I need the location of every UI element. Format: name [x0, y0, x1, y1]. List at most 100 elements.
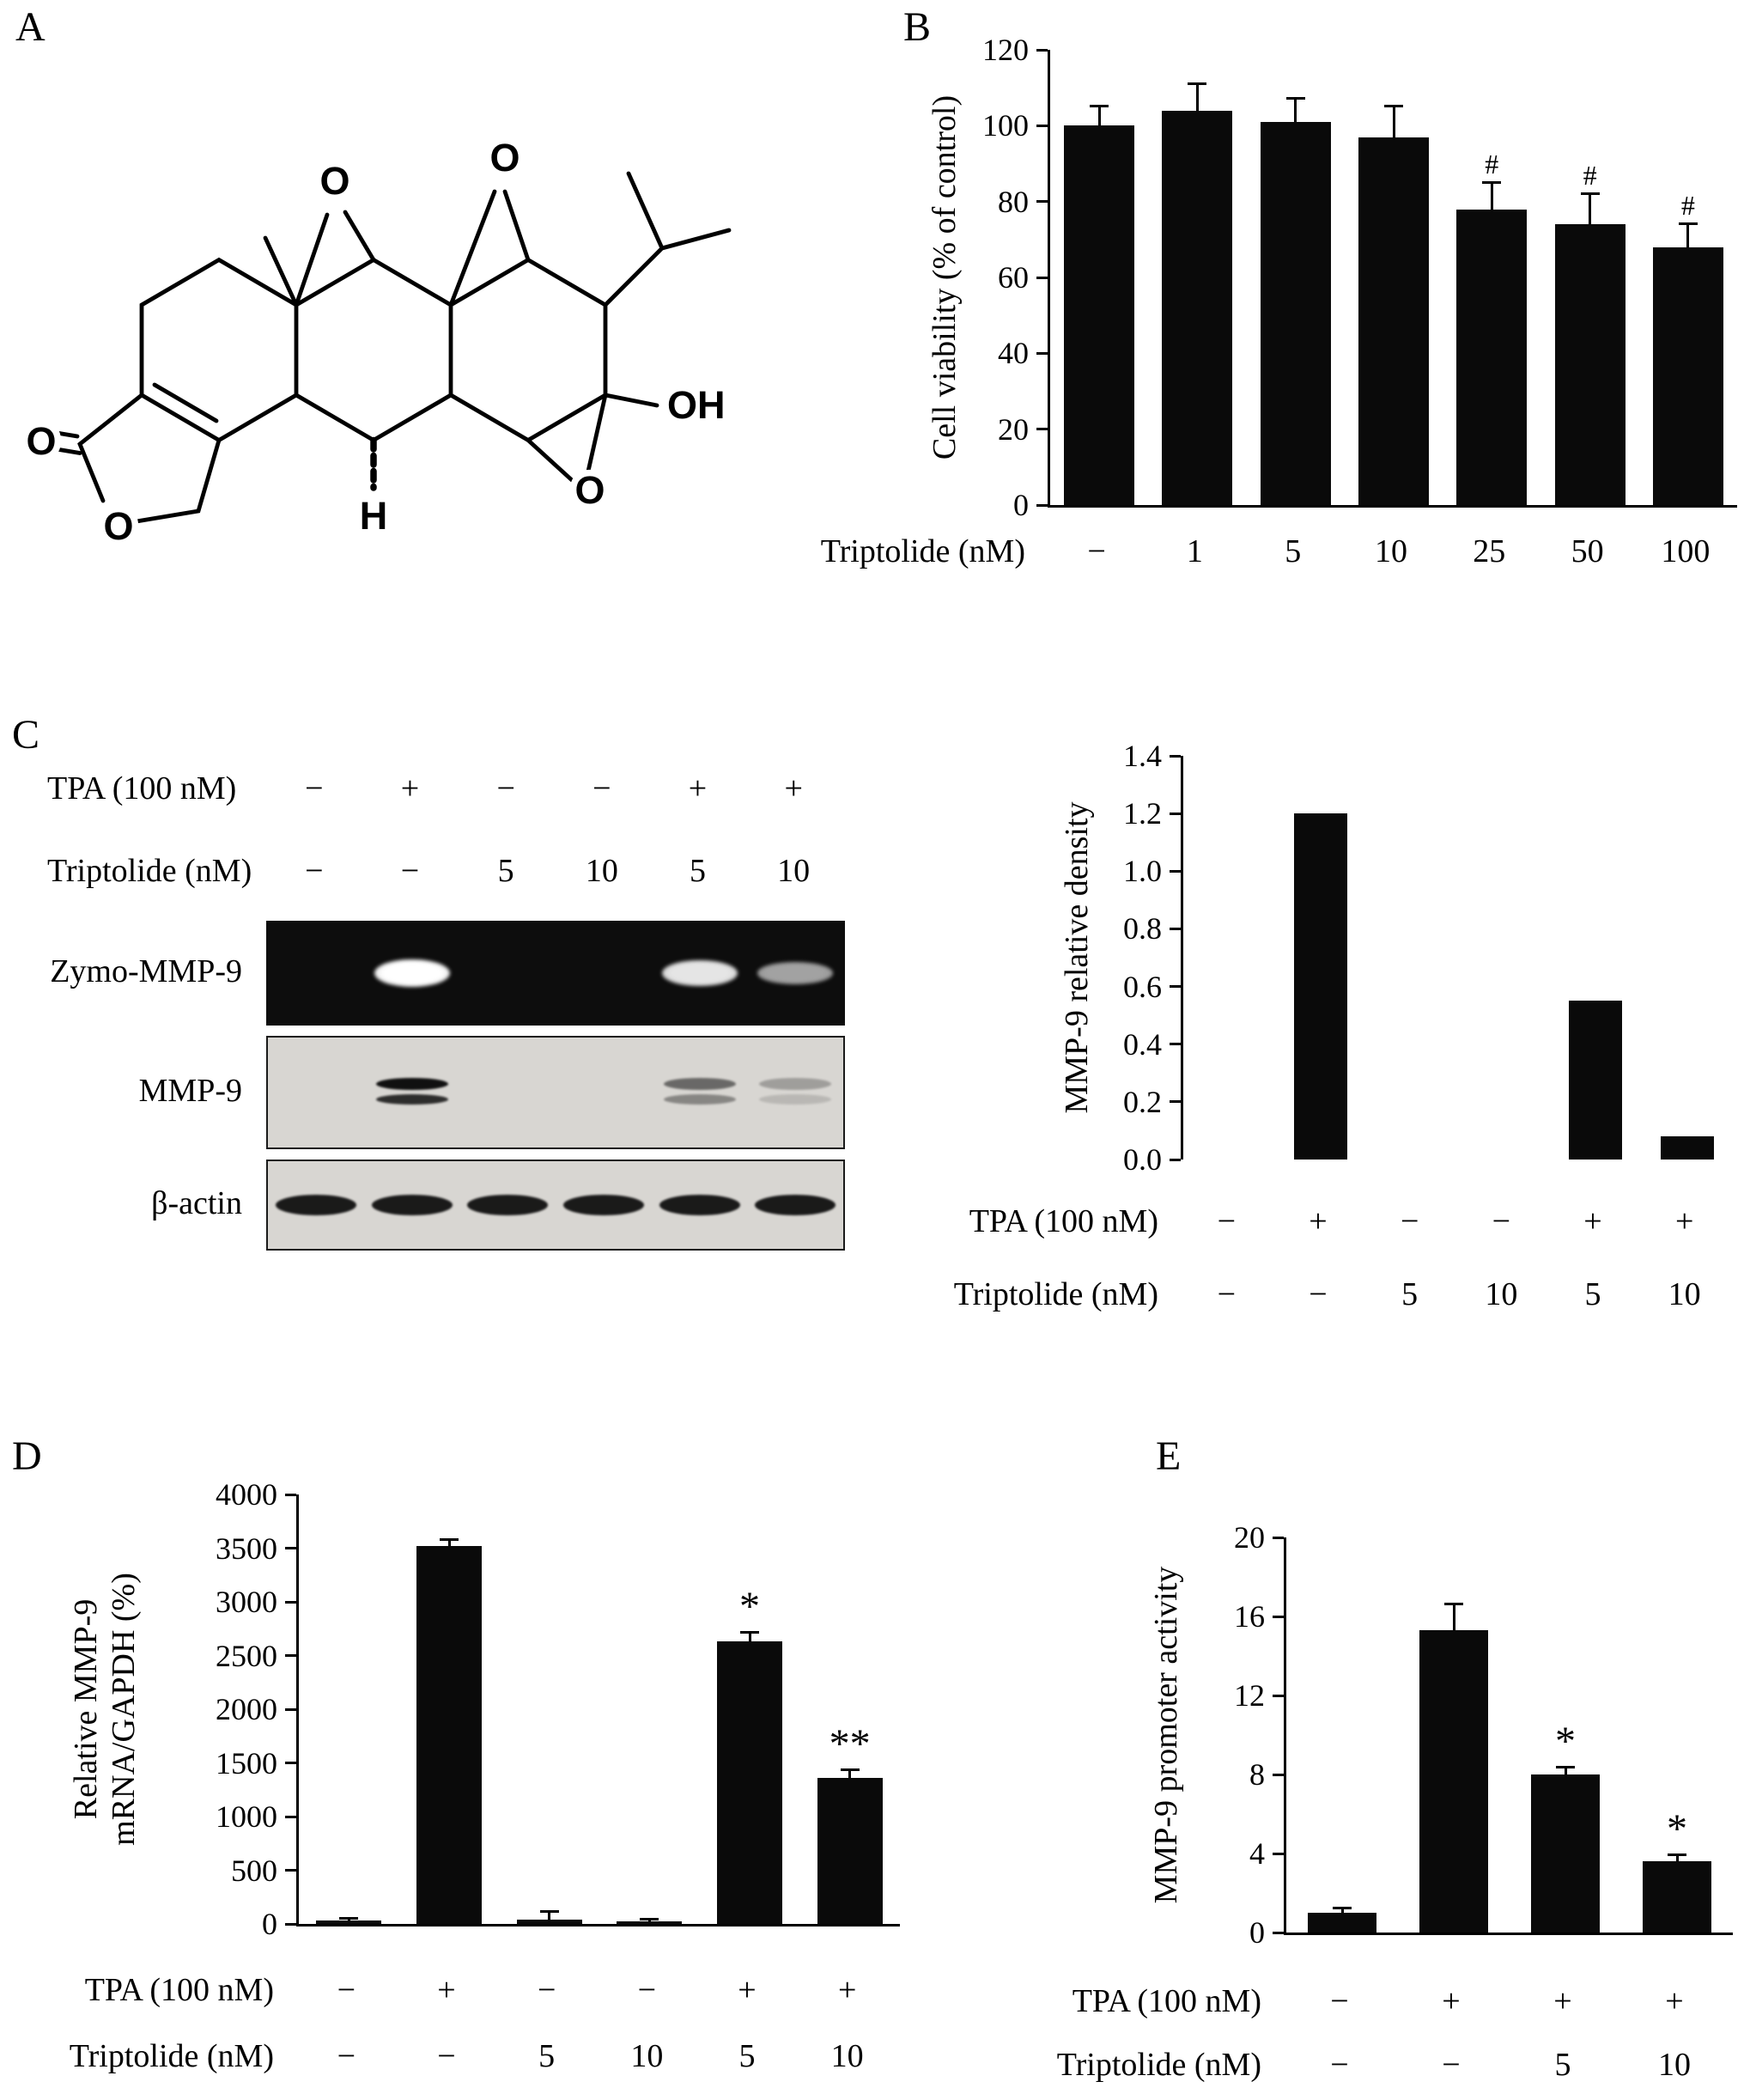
atom-label: O — [319, 159, 349, 203]
y-tick-label: 0 — [1249, 1915, 1265, 1950]
x-row-value: − — [1330, 2047, 1349, 2083]
y-tick-label: 3000 — [216, 1585, 277, 1619]
mmp9-band-lower — [375, 1094, 448, 1105]
y-tick-label: 20 — [1234, 1520, 1265, 1555]
x-row-value: − — [1492, 1203, 1511, 1239]
bar — [316, 1920, 382, 1924]
blot-label: β-actin — [151, 1185, 242, 1221]
y-tick-mark — [1273, 1694, 1284, 1697]
y-tick-label: 80 — [998, 184, 1029, 219]
bar — [717, 1641, 782, 1924]
x-row-value: − — [1442, 2047, 1461, 2083]
error-bar — [748, 1633, 751, 1642]
blot-header-value: − — [305, 853, 324, 889]
error-bar-cap — [1556, 1765, 1575, 1768]
zymo-band — [757, 962, 834, 984]
error-bar-cap — [1482, 180, 1502, 184]
blot-image-double — [266, 1036, 845, 1149]
y-tick-mark — [1036, 428, 1048, 431]
x-row-value: 10 — [1668, 1276, 1701, 1312]
y-tick-label: 500 — [231, 1853, 277, 1888]
error-bar — [1675, 1855, 1679, 1862]
y-axis-label: MMP-9 promoter activity — [1147, 1537, 1185, 1933]
x-row-value: + — [437, 1972, 456, 2008]
y-tick-mark — [1036, 200, 1048, 204]
blot-header-value: + — [784, 770, 803, 807]
atom-label: O — [103, 504, 133, 548]
actin-band — [659, 1195, 740, 1215]
bar — [1162, 110, 1233, 505]
bar — [1554, 224, 1626, 505]
x-row-value: + — [1309, 1203, 1328, 1239]
zymo-band — [661, 959, 738, 987]
y-axis-label-line: Relative MMP-9 — [68, 1598, 104, 1820]
y-axis-label-line: MMP-9 promoter activity — [1148, 1566, 1184, 1904]
significance-marker: # — [1485, 148, 1499, 180]
x-row-value: 5 — [1584, 1276, 1601, 1312]
x-row-value: 10 — [1485, 1276, 1518, 1312]
y-tick-mark — [1036, 503, 1048, 507]
mmp9-band-upper — [663, 1078, 736, 1090]
x-row-label: Triptolide (nM) — [953, 1276, 1158, 1312]
error-bar-cap — [1580, 192, 1600, 195]
panel-c-label: C — [12, 712, 40, 758]
error-bar — [1097, 107, 1101, 126]
error-bar — [1452, 1604, 1455, 1631]
error-bar-cap — [1333, 1907, 1352, 1910]
plot-area: # # # — [1048, 50, 1737, 508]
x-row-value: + — [1665, 1983, 1684, 2019]
mmp9-band-upper — [375, 1078, 448, 1090]
y-tick-label: 0.8 — [1123, 911, 1162, 947]
y-tick-mark — [285, 1815, 296, 1818]
mmp9-band-lower — [663, 1094, 736, 1105]
y-tick-mark — [285, 1707, 296, 1711]
bar — [1294, 813, 1347, 1160]
x-row-value: − — [437, 2038, 456, 2074]
error-bar — [1564, 1767, 1567, 1774]
x-row-value: 1 — [1186, 533, 1203, 569]
y-tick-label: 1500 — [216, 1745, 277, 1780]
x-row-value: 10 — [630, 2038, 664, 2074]
bar — [1660, 1136, 1714, 1160]
y-tick-label: 100 — [982, 108, 1029, 143]
bar — [1531, 1774, 1600, 1933]
error-bar — [1195, 83, 1199, 111]
panel-d-label: D — [12, 1433, 42, 1479]
zymo-band — [374, 959, 450, 987]
y-axis-label: Relative MMP-9 mRNA/GAPDH (%) — [67, 1494, 143, 1924]
chart-mmp9-relative-density: MMP-9 relative density 0.0 0.2 0.4 0.6 0.8 1.0… — [954, 739, 1743, 1340]
blot-header-value: 5 — [689, 853, 706, 889]
bar — [1652, 247, 1723, 505]
error-bar — [1490, 182, 1493, 210]
x-row-value: − — [337, 2038, 356, 2074]
chart-mmp9-mrna: * ** Relative MMP-9 mRNA/GAPDH (%) 0 500 1000 1… — [52, 1460, 927, 2100]
chart-cell-viability: # # # Cell viability (% of control) 0 20 40 60 8… — [821, 24, 1743, 591]
panel-b-label: B — [903, 4, 932, 50]
error-bar — [447, 1539, 451, 1546]
error-bar — [848, 1770, 852, 1778]
y-tick-mark — [1170, 754, 1181, 758]
y-tick-mark — [1273, 1536, 1284, 1539]
blot-label: MMP-9 — [138, 1073, 242, 1109]
bar — [617, 1920, 683, 1924]
panel-a-label: A — [15, 4, 46, 50]
y-tick-mark — [285, 1654, 296, 1657]
significance-marker: * — [1667, 1806, 1687, 1853]
y-tick-mark — [1273, 1931, 1284, 1934]
y-tick-label: 0.2 — [1123, 1084, 1162, 1119]
y-tick-label: 120 — [982, 33, 1029, 67]
y-tick-mark — [1170, 869, 1181, 873]
error-bar-cap — [1090, 105, 1109, 108]
y-tick-mark — [1036, 48, 1048, 52]
y-tick-label: 40 — [998, 336, 1029, 371]
error-bar-cap — [440, 1537, 459, 1541]
x-row-value: − — [1400, 1203, 1419, 1239]
blot-header-value: + — [688, 770, 708, 807]
error-bar-cap — [539, 1910, 559, 1914]
y-tick-label: 0.6 — [1123, 969, 1162, 1004]
y-tick-mark — [1273, 1615, 1284, 1618]
y-tick-label: 20 — [998, 411, 1029, 447]
x-row-value: − — [1217, 1203, 1237, 1239]
